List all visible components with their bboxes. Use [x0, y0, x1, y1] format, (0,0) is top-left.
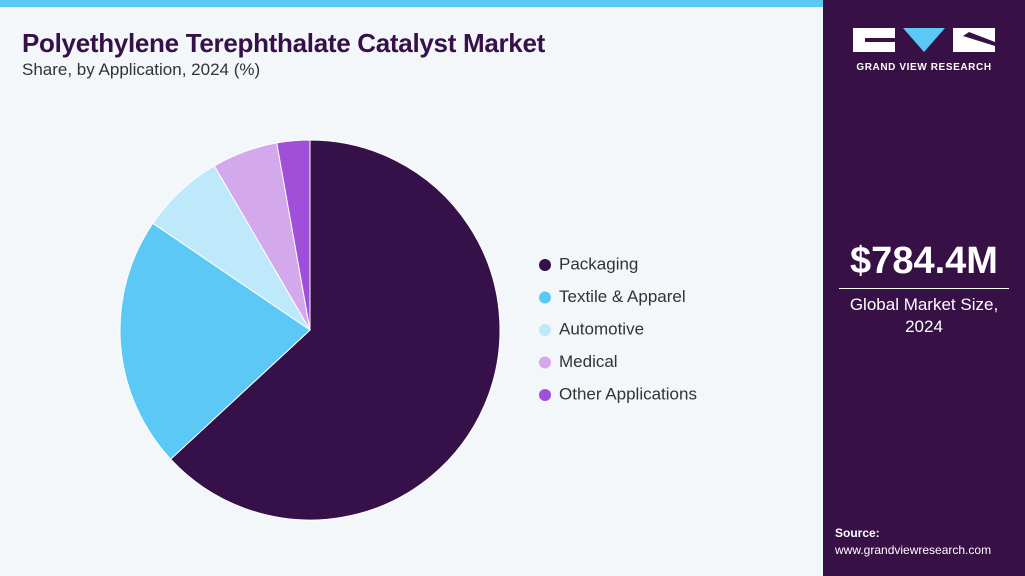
legend-label: Automotive	[559, 319, 644, 338]
legend-label: Packaging	[559, 254, 638, 273]
legend-marker	[539, 389, 551, 401]
legend-label: Medical	[559, 352, 618, 371]
legend-marker	[539, 291, 551, 304]
side-panel: GRAND VIEW RESEARCH $784.4M Global Marke…	[823, 0, 1025, 576]
chart-subtitle: Share, by Application, 2024 (%)	[22, 60, 261, 79]
chart: Packaging Textile & Apparel Automotive Medi…	[119, 139, 697, 521]
market-size: $784.4M	[850, 240, 998, 282]
market-size-label: Global Market Size, 2024	[849, 295, 999, 336]
legend-label: Other Applications	[559, 384, 697, 403]
pie-slice	[276, 139, 311, 331]
legend-marker	[539, 356, 551, 369]
accent-bar	[0, 0, 823, 7]
legend-label: Textile & Apparel	[559, 287, 686, 306]
divider	[839, 288, 1009, 289]
legend-marker	[539, 259, 551, 271]
legend-marker	[539, 324, 551, 336]
source-label: Source:	[835, 526, 880, 540]
source-url: www.grandviewresearch.com	[835, 543, 992, 557]
logo	[853, 28, 995, 52]
brand: GRAND VIEW RESEARCH	[856, 62, 992, 73]
pie-slice	[169, 139, 501, 521]
chart-title: Polyethylene Terephthalate Catalyst Mark…	[22, 28, 545, 58]
pie-slice	[119, 222, 311, 460]
